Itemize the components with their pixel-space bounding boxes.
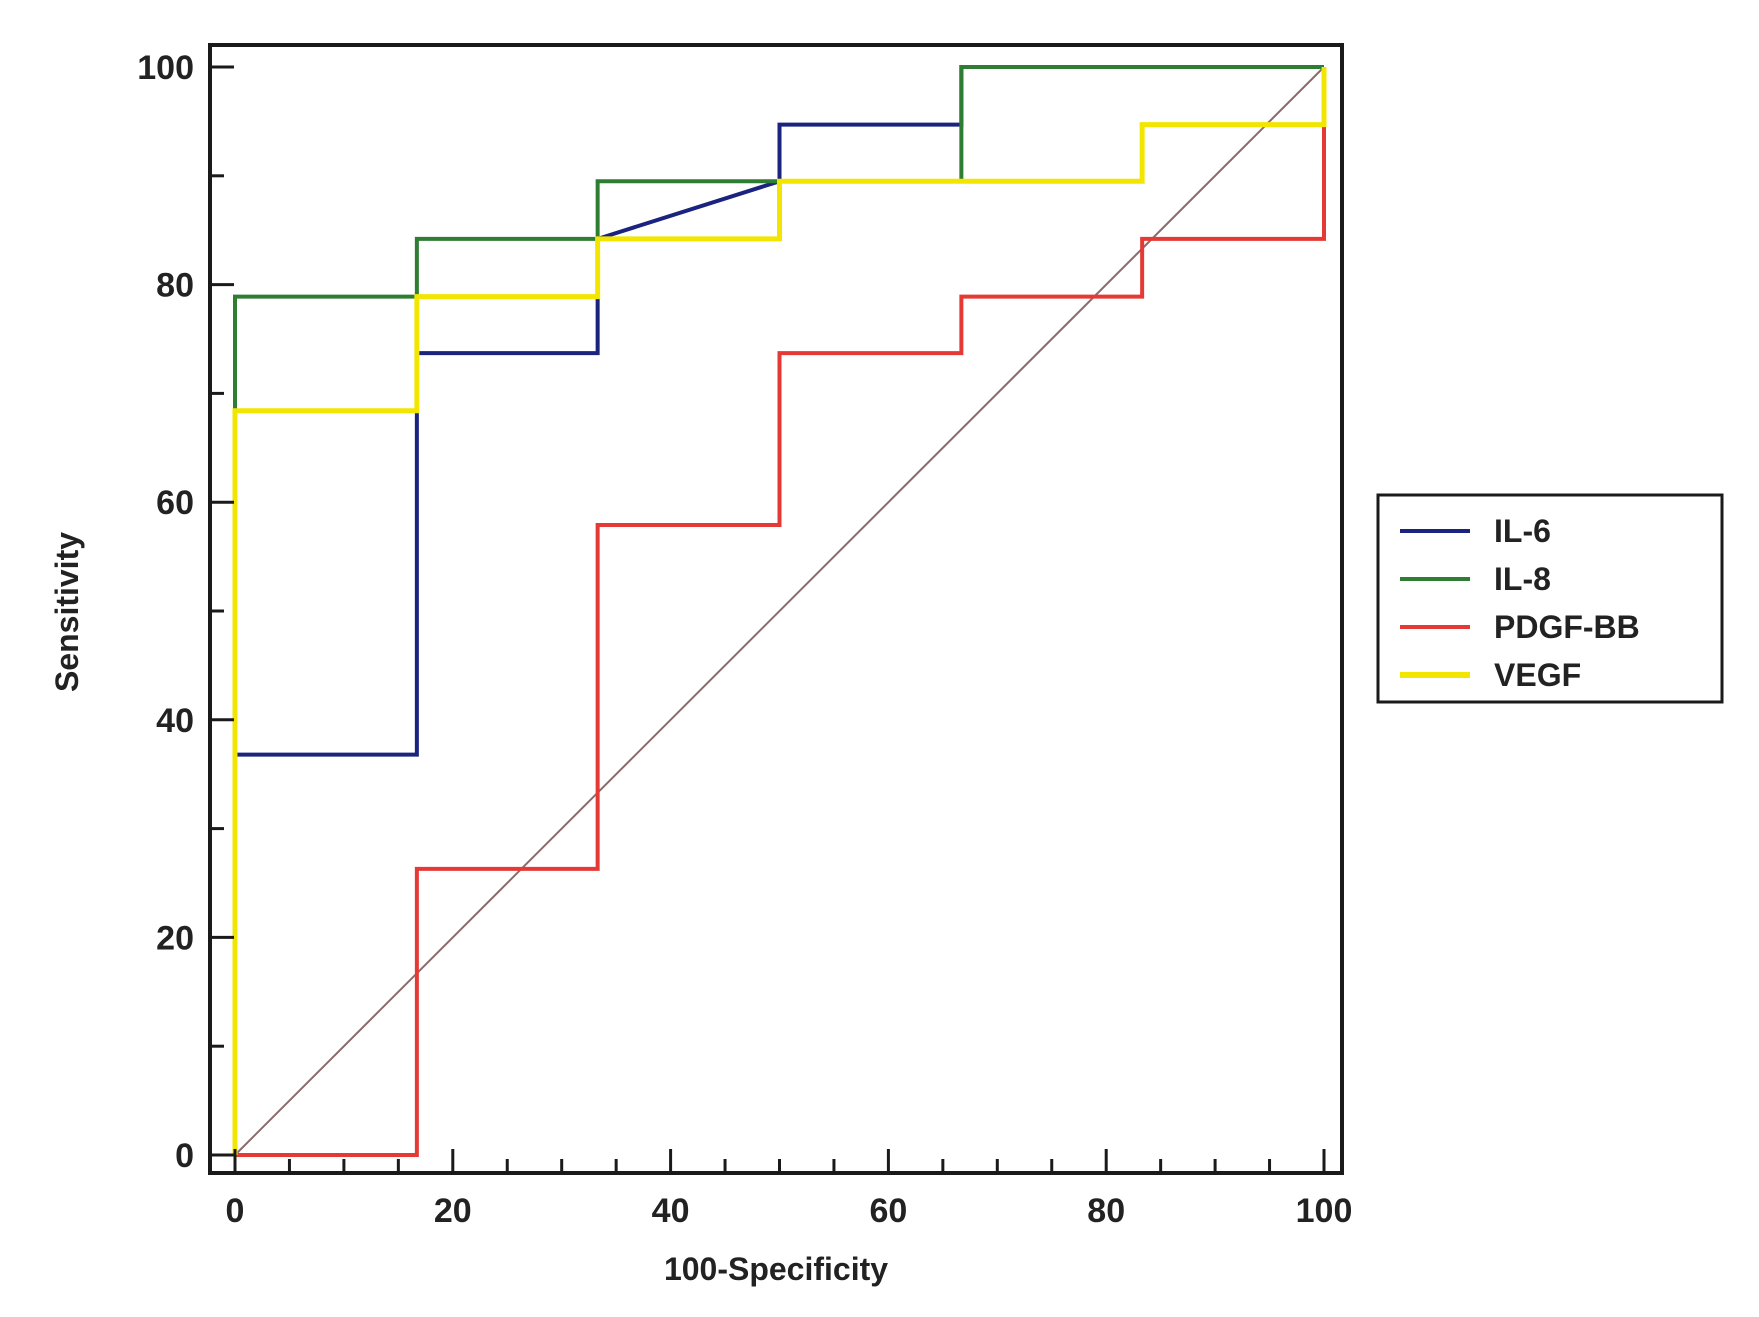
x-axis-title: 100-Specificity: [664, 1251, 888, 1287]
y-tick-label: 20: [156, 919, 194, 957]
x-tick-label: 80: [1087, 1192, 1125, 1230]
y-tick-label: 80: [156, 267, 194, 305]
x-tick-label: 20: [434, 1192, 472, 1230]
y-axis-title: Sensitivity: [49, 532, 85, 692]
series-line-pdgf-bb: [235, 67, 1326, 1157]
y-tick-label: 100: [137, 49, 194, 87]
legend: IL-6 IL-8 PDGF-BB VEGF: [1376, 493, 1724, 704]
legend-label-pdgf-bb: PDGF-BB: [1494, 609, 1640, 645]
legend-label-il-6: IL-6: [1494, 513, 1551, 549]
plot-frame: [208, 43, 1344, 1175]
y-tick-label: 0: [175, 1137, 194, 1175]
x-tick-label: 60: [869, 1192, 907, 1230]
x-tick-label: 100: [1296, 1192, 1353, 1230]
legend-label-il-8: IL-8: [1494, 561, 1551, 597]
legend-label-vegf: VEGF: [1494, 657, 1581, 693]
series-line-vegf: [232, 67, 1327, 1155]
x-tick-label: 0: [226, 1192, 245, 1230]
y-tick-label: 40: [156, 702, 194, 740]
y-tick-label: 60: [156, 484, 194, 522]
x-tick-label: 40: [652, 1192, 690, 1230]
